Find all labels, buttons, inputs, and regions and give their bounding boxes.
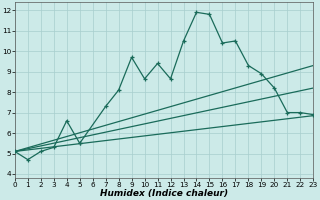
X-axis label: Humidex (Indice chaleur): Humidex (Indice chaleur) xyxy=(100,189,228,198)
